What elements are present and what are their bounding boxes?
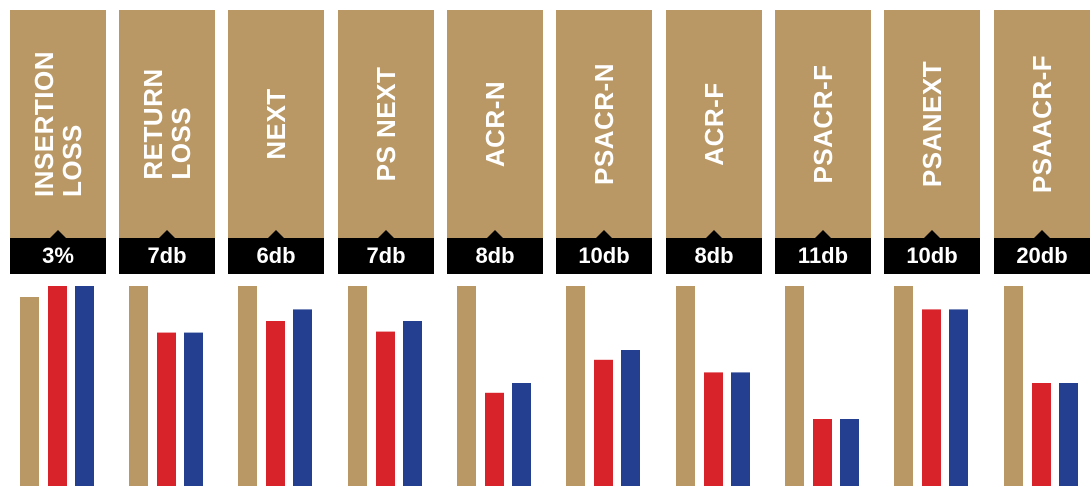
category-header: PSAACR-F: [994, 10, 1090, 238]
value-label: 10db: [556, 238, 652, 274]
label-notch: [159, 230, 175, 238]
category-label: PSACR-N: [589, 63, 619, 185]
category-header: PS NEXT: [338, 10, 434, 238]
category-label: ACR-N: [480, 80, 510, 168]
category-label: RETURN LOSS: [138, 68, 196, 180]
label-notch: [924, 230, 940, 238]
label-notch: [815, 230, 831, 238]
category-column: PSACR-N 10db: [556, 10, 652, 487]
category-column: INSERTION LOSS 3%: [10, 10, 106, 487]
value-label: 8db: [447, 238, 543, 274]
label-notch: [706, 230, 722, 238]
category-column: ACR-N 8db: [447, 10, 543, 487]
category-header: ACR-F: [666, 10, 762, 238]
category-column: PSAACR-F 20db: [994, 10, 1090, 487]
value-label: 7db: [119, 238, 215, 274]
category-label: PSACR-F: [808, 64, 838, 184]
value-label: 8db: [666, 238, 762, 274]
category-header: ACR-N: [447, 10, 543, 238]
category-column: PSANEXT 10db: [884, 10, 980, 487]
label-notch: [487, 230, 503, 238]
category-label: NEXT: [261, 88, 291, 160]
label-notch: [378, 230, 394, 238]
category-header: RETURN LOSS: [119, 10, 215, 238]
value-label: 7db: [338, 238, 434, 274]
category-header: PSANEXT: [884, 10, 980, 238]
label-notch: [596, 230, 612, 238]
category-label: PSAACR-F: [1027, 54, 1057, 194]
category-column: NEXT 6db: [228, 10, 324, 487]
category-header: PSACR-F: [775, 10, 871, 238]
category-column: PS NEXT 7db: [338, 10, 434, 487]
value-label: 6db: [228, 238, 324, 274]
category-header: INSERTION LOSS: [10, 10, 106, 238]
category-label: PS NEXT: [371, 66, 401, 182]
category-column: RETURN LOSS 7db: [119, 10, 215, 487]
category-column: PSACR-F 11db: [775, 10, 871, 487]
label-notch: [50, 230, 66, 238]
value-label: 11db: [775, 238, 871, 274]
category-header: PSACR-N: [556, 10, 652, 238]
category-column: ACR-F 8db: [666, 10, 762, 487]
value-label: 20db: [994, 238, 1090, 274]
category-label: ACR-F: [699, 82, 729, 166]
value-label: 3%: [10, 238, 106, 274]
category-header: NEXT: [228, 10, 324, 238]
label-notch: [268, 230, 284, 238]
label-notch: [1034, 230, 1050, 238]
category-label: PSANEXT: [917, 60, 947, 188]
value-label: 10db: [884, 238, 980, 274]
category-label: INSERTION LOSS: [29, 50, 87, 198]
